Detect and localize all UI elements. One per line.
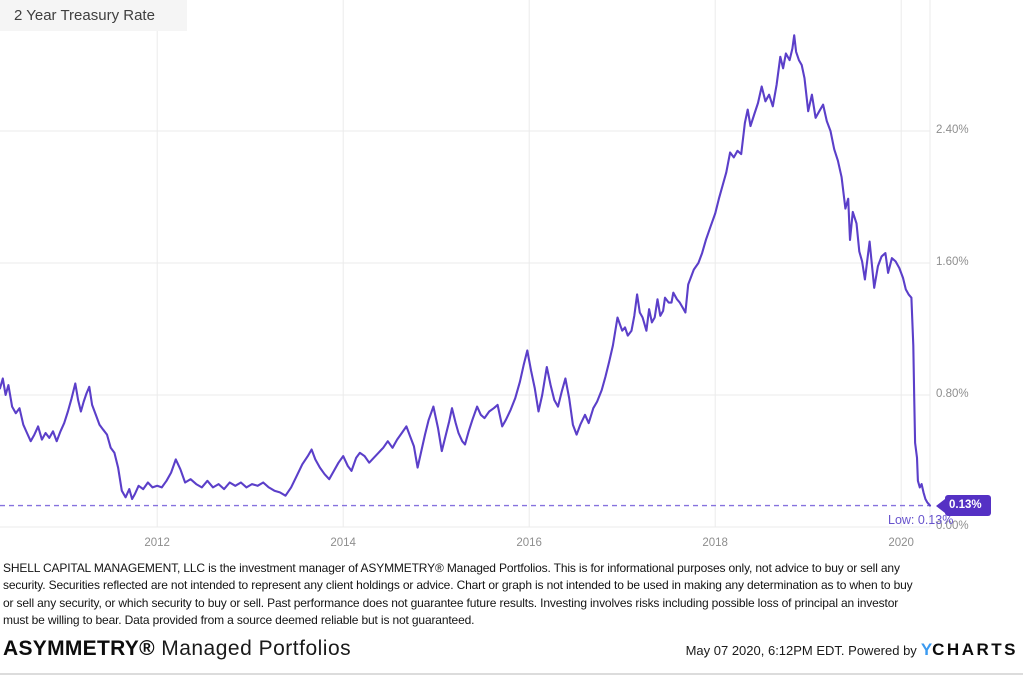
treasury-rate-line-chart xyxy=(0,0,932,528)
brand-name: ASYMMETRY® xyxy=(3,637,155,660)
last-value-badge: 0.13% xyxy=(936,495,991,517)
x-axis-label: 2018 xyxy=(702,537,728,549)
low-annotation-label: Low: 0.13% xyxy=(888,512,954,527)
disclaimer-line: SHELL CAPITAL MANAGEMENT, LLC is the inv… xyxy=(3,561,900,575)
ycharts-logo-y: Y xyxy=(920,640,933,659)
brand-lockup: ASYMMETRY® Managed Portfolios xyxy=(3,637,351,661)
disclaimer-line: or sell any security, or which security … xyxy=(3,595,899,610)
y-axis-label: 0.00% xyxy=(936,520,969,532)
plot-area: 2 Year Treasury Rate Low: 0.13% 0.13% 2.… xyxy=(0,0,991,549)
brand-suffix: Managed Portfolios xyxy=(154,637,352,660)
badge-value: 0.13% xyxy=(949,499,982,512)
chart-title-box: 2 Year Treasury Rate xyxy=(0,0,187,31)
ycharts-logo-text: CHARTS xyxy=(932,640,1018,659)
footer-attribution: May 07 2020, 6:12PM EDT. Powered by YCHAR… xyxy=(686,640,1018,660)
x-axis-label: 2016 xyxy=(516,537,542,549)
bottom-divider xyxy=(0,673,1023,675)
x-axis-label: 2014 xyxy=(330,537,356,549)
disclaimer: SHELL CAPITAL MANAGEMENT, LLC is the inv… xyxy=(3,560,913,630)
x-axis-label: 2020 xyxy=(888,537,914,549)
chart-title: 2 Year Treasury Rate xyxy=(14,7,155,24)
disclaimer-line: security. Securities reflected are not i… xyxy=(3,578,913,593)
y-axis-label: 0.80% xyxy=(936,388,969,400)
y-axis-label: 2.40% xyxy=(936,124,969,136)
footer-bar: ASYMMETRY® Managed Portfolios May 07 202… xyxy=(3,637,1018,661)
x-axis-label: 2012 xyxy=(144,537,170,549)
disclaimer-line: must be willing to bear. Data provided f… xyxy=(3,613,475,628)
timestamp: May 07 2020, 6:12PM EDT. Powered by xyxy=(685,643,917,658)
y-axis-label: 1.60% xyxy=(936,256,969,268)
